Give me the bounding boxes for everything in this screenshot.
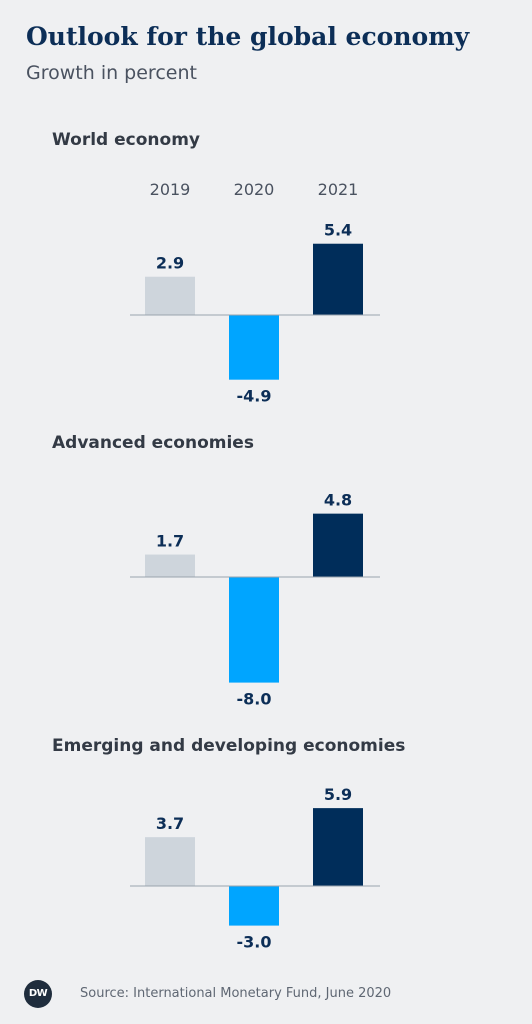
advanced-economies-chart: 1.7 -8.0 4.8 (130, 491, 380, 709)
footer: DW Source: International Monetary Fund, … (24, 980, 514, 1008)
source-note: Source: International Monetary Fund, Jun… (80, 986, 392, 1001)
panel-title-advanced: Advanced economies (52, 433, 254, 453)
chart-title: Outlook for the global economy (26, 22, 470, 51)
value-label-2020: -4.9 (237, 387, 272, 406)
value-label-2020: -3.0 (237, 933, 272, 952)
value-label-2019: 3.7 (156, 814, 184, 833)
bar-2019 (145, 554, 195, 577)
year-label-2019: 2019 (150, 180, 191, 199)
dw-logo-icon: DW (24, 980, 52, 1008)
value-label-2019: 1.7 (156, 532, 184, 551)
panel-title-emerging: Emerging and developing economies (52, 736, 406, 756)
value-label-2019: 2.9 (156, 254, 184, 273)
chart-subtitle: Growth in percent (26, 62, 197, 84)
year-label-2020: 2020 (234, 180, 275, 199)
world-economy-chart: 2019 2020 2021 2.9 -4.9 5.4 (130, 180, 380, 406)
year-label-2021: 2021 (318, 180, 359, 199)
value-label-2020: -8.0 (237, 690, 272, 709)
value-label-2021: 5.9 (324, 785, 352, 804)
bar-2021 (313, 808, 363, 886)
bar-2020 (229, 577, 279, 683)
bar-2020 (229, 886, 279, 926)
bar-2019 (145, 276, 195, 315)
bar-2019 (145, 837, 195, 886)
panel-title-world: World economy (52, 130, 200, 150)
bar-2020 (229, 315, 279, 380)
emerging-economies-chart: 3.7 -3.0 5.9 (130, 785, 380, 952)
value-label-2021: 5.4 (324, 221, 352, 240)
bar-2021 (313, 513, 363, 577)
value-label-2021: 4.8 (324, 491, 352, 510)
bar-2021 (313, 243, 363, 315)
